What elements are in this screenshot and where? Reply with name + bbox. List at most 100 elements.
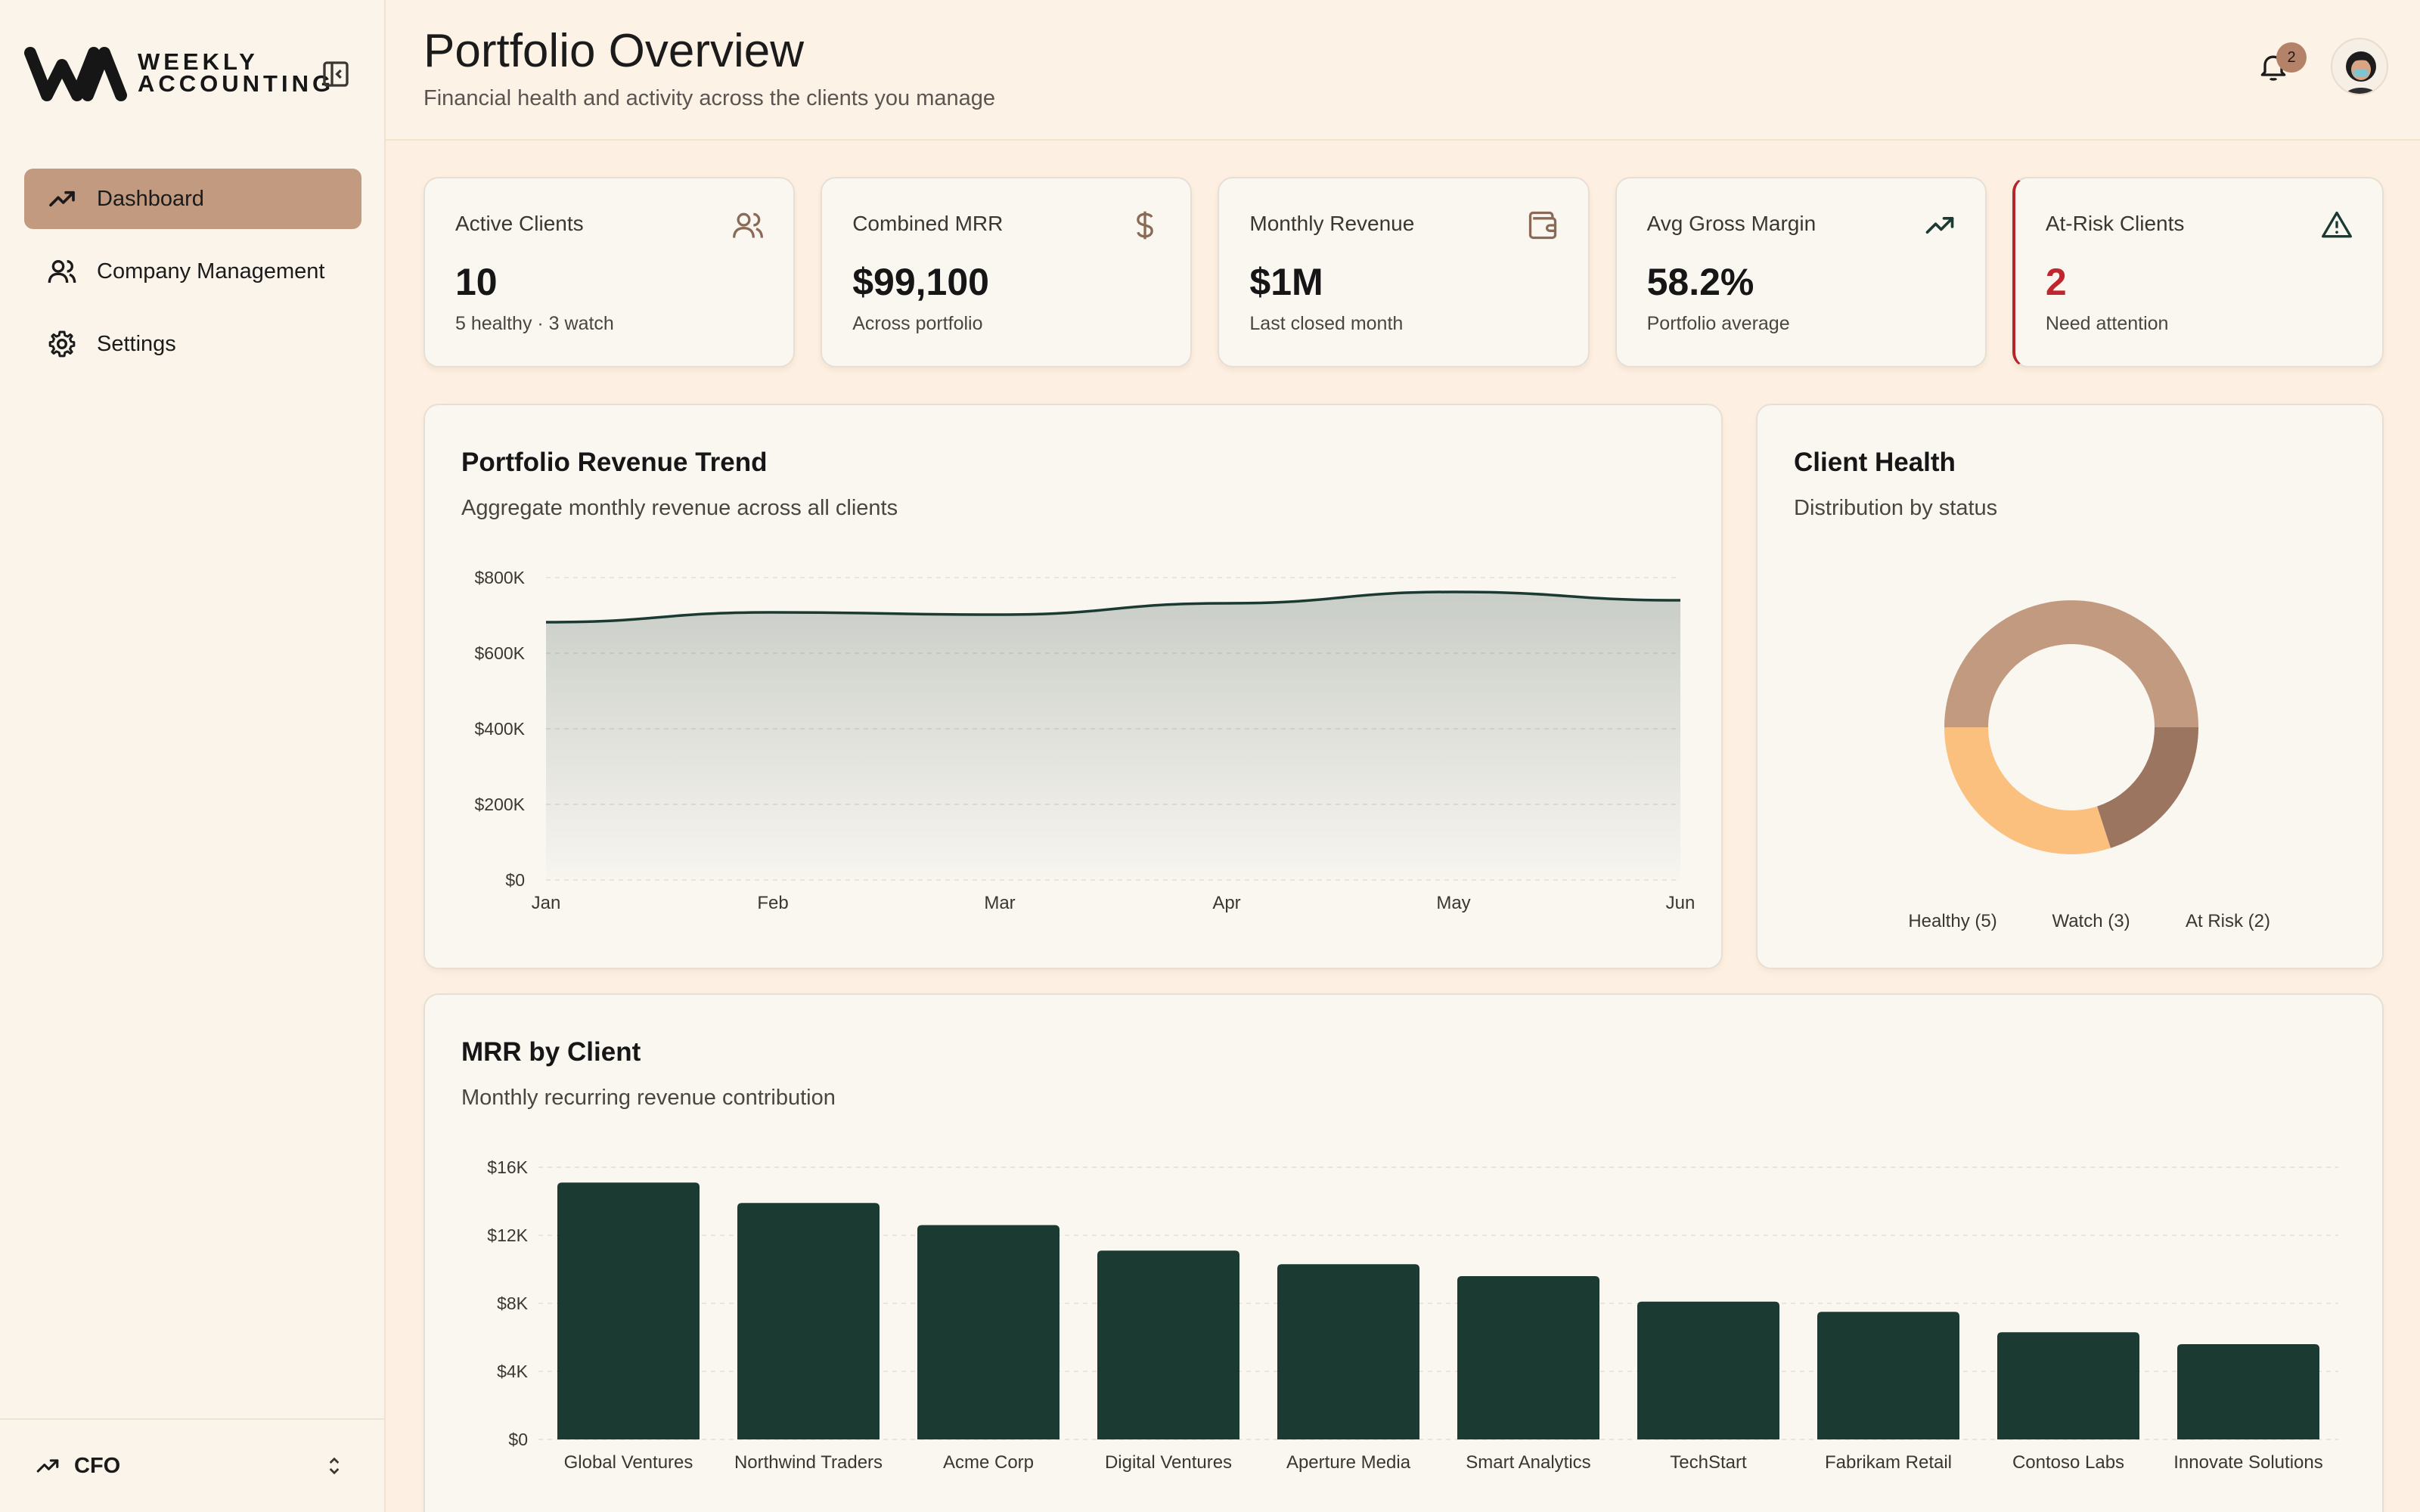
- notification-badge: 2: [2276, 42, 2307, 73]
- avatar[interactable]: [2331, 38, 2388, 95]
- kpi-value: $99,100: [852, 261, 989, 303]
- trending-up-icon: [49, 191, 75, 207]
- sidebar-item-label: Dashboard: [97, 186, 204, 211]
- sidebar-item-label: Company Management: [97, 259, 325, 284]
- x-tick-label: May: [1436, 893, 1470, 913]
- x-tick-label: Global Ventures: [564, 1452, 693, 1473]
- kpi-label: Combined MRR: [852, 212, 1004, 235]
- x-tick-label: Jan: [532, 893, 561, 913]
- x-tick-label: Innovate Solutions: [2173, 1452, 2322, 1473]
- sidebar-item-company-management[interactable]: Company Management: [24, 241, 361, 302]
- mrr-by-client-chart: $0 $4K $8K $12K $16K Global Ventures Northwind…: [487, 1157, 2338, 1473]
- bar: [1997, 1332, 2139, 1439]
- role-switcher[interactable]: CFO: [0, 1418, 384, 1512]
- sidebar-item-dashboard[interactable]: Dashboard: [24, 169, 361, 229]
- x-tick-label: Jun: [1666, 893, 1696, 913]
- kpi-value: 58.2%: [1646, 261, 1754, 303]
- x-tick-label: Digital Ventures: [1105, 1452, 1232, 1473]
- y-tick-label: $0: [505, 870, 525, 890]
- x-tick-label: Fabrikam Retail: [1825, 1452, 1952, 1473]
- legend-item: Watch (3): [2052, 911, 2130, 931]
- mrr-by-client-panel: MRR by Client Monthly recurring revenue …: [424, 993, 2384, 1512]
- panel-title: MRR by Client: [461, 1037, 641, 1067]
- client-health-panel: Client Health Distribution by status Hea…: [1756, 404, 2384, 969]
- panel-subtitle: Aggregate monthly revenue across all cli…: [461, 496, 898, 520]
- slice-watch: [1944, 727, 2111, 854]
- alert-triangle-icon: [2322, 211, 2352, 238]
- kpi-value: 10: [455, 261, 498, 303]
- x-tick-label: Northwind Traders: [734, 1452, 883, 1473]
- bar: [737, 1203, 880, 1439]
- trending-up-icon: [1925, 217, 1954, 234]
- page-subtitle: Financial health and activity across the…: [424, 86, 996, 110]
- role-label: CFO: [74, 1453, 121, 1478]
- kpi-card-avg-gross-margin[interactable]: Avg Gross Margin 58.2% Portfolio average: [1615, 177, 1987, 367]
- avatar-illustration: [2332, 39, 2387, 94]
- y-tick-label: $200K: [474, 795, 525, 814]
- bar: [2177, 1344, 2319, 1439]
- kpi-subtext: Last closed month: [1249, 313, 1404, 334]
- users-icon: [733, 212, 764, 238]
- kpi-label: Monthly Revenue: [1249, 212, 1415, 235]
- y-tick-label: $800K: [474, 568, 525, 587]
- kpi-subtext: 5 healthy · 3 watch: [455, 313, 614, 334]
- x-tick-label: Mar: [984, 893, 1015, 913]
- page-header: Portfolio Overview Financial health and …: [386, 0, 2420, 141]
- slice-healthy: [1944, 600, 2198, 727]
- x-tick-label: Contoso Labs: [2012, 1452, 2124, 1473]
- kpi-label: Active Clients: [455, 212, 584, 235]
- sidebar-collapse-icon[interactable]: [321, 59, 351, 89]
- legend-item: Healthy (5): [1908, 911, 1996, 931]
- y-tick-label: $12K: [487, 1225, 528, 1245]
- kpi-value: $1M: [1249, 261, 1323, 303]
- chevron-up-down-icon: [329, 1457, 340, 1475]
- kpi-card-combined-mrr[interactable]: Combined MRR $99,100 Across portfolio: [821, 177, 1193, 367]
- wallet-icon: [1528, 211, 1556, 240]
- x-tick-label: Acme Corp: [943, 1452, 1034, 1473]
- bar: [1637, 1301, 1779, 1439]
- revenue-series-line: [545, 590, 1681, 624]
- revenue-trend-panel: Portfolio Revenue Trend Aggregate monthl…: [424, 404, 1723, 969]
- x-tick-label: Feb: [757, 893, 788, 913]
- y-tick-label: $400K: [474, 719, 525, 739]
- kpi-subtext: Portfolio average: [1646, 313, 1790, 334]
- panel-subtitle: Distribution by status: [1794, 496, 1998, 520]
- kpi-subtext: Need attention: [2045, 313, 2169, 334]
- main-content: Portfolio Overview Financial health and …: [386, 0, 2420, 1512]
- slice-at-risk: [2096, 727, 2198, 848]
- area-fill: [546, 592, 1680, 880]
- brand-logo-icon: [24, 47, 127, 101]
- sidebar-item-label: Settings: [97, 331, 176, 356]
- y-tick-label: $0: [508, 1430, 528, 1449]
- x-tick-label: TechStart: [1670, 1452, 1747, 1473]
- revenue-trend-chart: $0 $200K $400K $600K $800K Jan Feb Mar Apr May Jun: [474, 568, 1696, 913]
- y-tick-label: $600K: [474, 643, 525, 663]
- sidebar-item-settings[interactable]: Settings: [24, 314, 361, 374]
- bar: [557, 1182, 700, 1439]
- sidebar-nav: Dashboard Company Management Settings: [24, 169, 361, 386]
- panel-title: Client Health: [1794, 448, 1956, 477]
- kpi-value: 2: [2045, 261, 2067, 303]
- users-icon: [48, 260, 76, 284]
- bar: [1817, 1312, 1959, 1439]
- kpi-card-active-clients[interactable]: Active Clients 10 5 healthy · 3 watch: [424, 177, 796, 367]
- legend-item: At Risk (2): [2186, 911, 2270, 931]
- kpi-row: Active Clients 10 5 healthy · 3 watch Co…: [424, 177, 2384, 367]
- bar: [917, 1225, 1060, 1439]
- trending-up-icon: [36, 1459, 59, 1473]
- bar: [1097, 1250, 1239, 1439]
- x-tick-label: Apr: [1212, 893, 1240, 913]
- kpi-subtext: Across portfolio: [852, 313, 983, 334]
- y-tick-label: $8K: [497, 1294, 529, 1313]
- bar: [1277, 1264, 1419, 1439]
- kpi-label: Avg Gross Margin: [1646, 212, 1817, 235]
- y-tick-label: $16K: [487, 1157, 528, 1177]
- brand[interactable]: WEEKLY ACCOUNTING: [24, 42, 334, 103]
- y-tick-label: $4K: [497, 1362, 529, 1381]
- kpi-card-monthly-revenue[interactable]: Monthly Revenue $1M Last closed month: [1218, 177, 1590, 367]
- bar: [1457, 1276, 1599, 1439]
- kpi-card-at-risk-clients[interactable]: At-Risk Clients 2 Need attention: [2012, 177, 2384, 367]
- client-health-chart: Healthy (5) Watch (3) At Risk (2): [1908, 600, 2270, 931]
- panel-title: Portfolio Revenue Trend: [461, 448, 768, 477]
